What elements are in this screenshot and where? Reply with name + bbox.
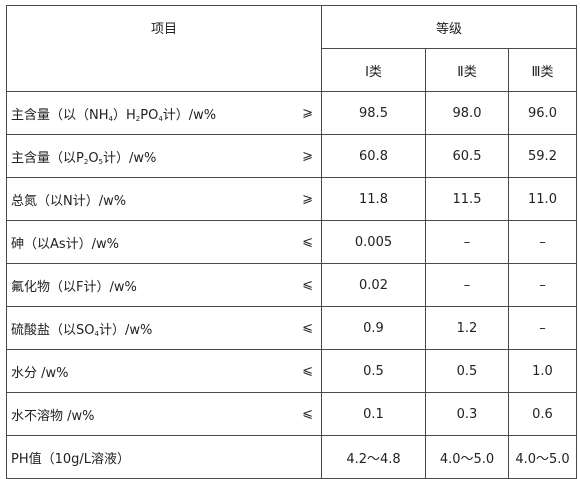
grade-2-value: – [425, 263, 509, 307]
grade-3-value: – [508, 306, 577, 350]
grade-3-value: 4.0～5.0 [508, 435, 577, 479]
grade-3-value: 59.2 [508, 134, 577, 178]
label-text: 总氮（以N计）/w% [11, 193, 127, 209]
label-text: 主含量（以P [11, 150, 84, 166]
label-text: PH值（10g/L溶液） [11, 451, 131, 467]
comparator-symbol: ⩾ [302, 105, 313, 121]
table-row: 水分 /w% ⩽ 0.5 0.5 1.0 [6, 349, 577, 393]
grade-2-value: 98.0 [425, 91, 509, 135]
item-cell: 主含量（以P2O5计）/w% ⩾ [6, 134, 322, 178]
label-text: 水不溶物 /w% [11, 408, 95, 424]
grade-1-value: 0.9 [321, 306, 426, 350]
item-label: PH值（10g/L溶液） [11, 452, 130, 467]
grade-1-value: 0.02 [321, 263, 426, 307]
grade-3-value: – [508, 220, 577, 264]
grade-2-value: – [425, 220, 509, 264]
grade-1-value: 98.5 [321, 91, 426, 135]
grade-2-value: 11.5 [425, 177, 509, 221]
item-cell: 主含量（以（NH4）H2PO4计）/w% ⩾ [6, 91, 322, 135]
label-text: O [88, 150, 99, 166]
table-row: 氟化物（以F计）/w% ⩽ 0.02– – [6, 263, 577, 307]
table-body: 主含量（以（NH4）H2PO4计）/w% ⩾ 98.5 98.0 96.0 主含量（以P2… [6, 91, 577, 479]
item-cell: 水不溶物 /w% ⩽ [6, 392, 322, 436]
table-row: 主含量（以P2O5计）/w% ⩾ 60.8 60.5 59.2 [6, 134, 577, 178]
grade-2-value: 60.5 [425, 134, 509, 178]
grade-header: 等级 [321, 5, 577, 49]
item-label: 硫酸盐（以SO4计）/w% [11, 323, 152, 338]
table-row: PH值（10g/L溶液） 4.2～4.8 4.0～5.0 4.0～5.0 [6, 435, 577, 479]
grade-3-value: 96.0 [508, 91, 577, 135]
grade-2-value: 1.2 [425, 306, 509, 350]
grade-1-header: Ⅰ类 [321, 48, 426, 92]
subscript: 2 [83, 157, 89, 166]
item-cell: 氟化物（以F计）/w% ⩽ [6, 263, 322, 307]
header-row: 项目 等级 [6, 5, 577, 92]
grade-3-value: 0.6 [508, 392, 577, 436]
table-row: 水不溶物 /w% ⩽ 0.1 0.3 0.6 [6, 392, 577, 436]
label-text: 砷（以As计）/w% [11, 236, 120, 252]
item-label: 水分 /w% [11, 366, 69, 381]
comparator-symbol: ⩽ [302, 320, 313, 336]
label-text: 水分 /w% [11, 365, 69, 381]
grade-2-value: 0.3 [425, 392, 509, 436]
grade-3-value: – [508, 263, 577, 307]
grade-1-value: 0.5 [321, 349, 426, 393]
label-text: ）H [112, 107, 136, 123]
comparator-symbol: ⩽ [302, 406, 313, 422]
item-label: 氟化物（以F计）/w% [11, 280, 137, 295]
grade-1-value: 0.005 [321, 220, 426, 264]
label-text: 氟化物（以F计）/w% [11, 279, 137, 295]
table-row: 砷（以As计）/w% ⩽ 0.005– – [6, 220, 577, 264]
spec-table: 项目 等级 Ⅰ类 Ⅱ类 Ⅲ类 主含量（以（NH4）H2PO4计）/w% ⩾ 98.5… [6, 5, 577, 479]
label-text: 计）/w% [162, 107, 217, 123]
grade-subheader-row: Ⅰ类 Ⅱ类 Ⅲ类 [7, 48, 577, 92]
subscript: 5 [98, 157, 104, 166]
item-cell: 水分 /w% ⩽ [6, 349, 322, 393]
grade-3-value: 11.0 [508, 177, 577, 221]
label-text: PO [140, 107, 159, 123]
item-label: 主含量（以P2O5计）/w% [11, 151, 156, 166]
comparator-symbol: ⩾ [302, 191, 313, 207]
subscript: 4 [158, 114, 163, 123]
grade-2-header: Ⅱ类 [425, 48, 509, 92]
grade-1-value: 0.1 [321, 392, 426, 436]
item-cell: PH值（10g/L溶液） [6, 435, 322, 479]
grade-1-value: 60.8 [321, 134, 426, 178]
item-header: 项目 [6, 5, 322, 92]
item-cell: 硫酸盐（以SO4计）/w% ⩽ [6, 306, 322, 350]
subscript: 2 [135, 114, 141, 123]
grade-1-value: 4.2～4.8 [321, 435, 426, 479]
comparator-symbol: ⩽ [302, 277, 313, 293]
item-label: 总氮（以N计）/w% [11, 194, 126, 209]
label-text: 硫酸盐（以SO [11, 322, 95, 338]
subscript: 4 [94, 329, 99, 338]
label-text: 计）/w% [103, 150, 157, 166]
grade-3-header: Ⅲ类 [508, 48, 577, 92]
comparator-symbol: ⩾ [302, 148, 313, 164]
comparator-symbol: ⩽ [302, 234, 313, 250]
grade-1-value: 11.8 [321, 177, 426, 221]
grade-2-value: 4.0～5.0 [425, 435, 509, 479]
item-cell: 砷（以As计）/w% ⩽ [6, 220, 322, 264]
item-label: 水不溶物 /w% [11, 409, 95, 424]
label-text: 计）/w% [98, 322, 153, 338]
table-row: 总氮（以N计）/w% ⩾ 11.8 11.5 11.0 [6, 177, 577, 221]
item-label: 砷（以As计）/w% [11, 237, 119, 252]
table-row: 主含量（以（NH4）H2PO4计）/w% ⩾ 98.5 98.0 96.0 [6, 91, 577, 135]
grade-2-value: 0.5 [425, 349, 509, 393]
grade-3-value: 1.0 [508, 349, 577, 393]
subscript: 4 [108, 114, 113, 123]
comparator-symbol: ⩽ [302, 363, 313, 379]
item-cell: 总氮（以N计）/w% ⩾ [6, 177, 322, 221]
table-row: 硫酸盐（以SO4计）/w% ⩽ 0.9 1.2– [6, 306, 577, 350]
label-text: 主含量（以（NH [11, 107, 109, 123]
item-label: 主含量（以（NH4）H2PO4计）/w% [11, 108, 216, 123]
